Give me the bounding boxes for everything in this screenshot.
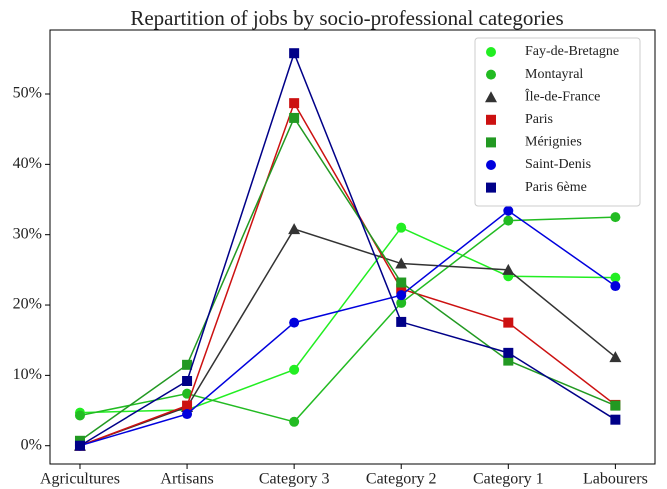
point [503, 215, 514, 226]
legend-marker [486, 182, 496, 193]
point [182, 388, 193, 399]
point [396, 297, 407, 308]
point [182, 359, 193, 370]
plot-frame [49, 29, 656, 465]
point [503, 347, 514, 358]
point [609, 351, 622, 363]
legend-label: Paris 6ème [525, 180, 587, 195]
point [396, 283, 407, 294]
point [503, 205, 514, 216]
point [182, 409, 193, 420]
legend-marker [486, 114, 496, 125]
point [74, 410, 85, 421]
point [503, 317, 514, 328]
point [395, 257, 408, 269]
legend-label: Paris [525, 112, 553, 127]
point [289, 98, 300, 109]
point [610, 212, 621, 223]
point [289, 48, 300, 59]
point [610, 272, 621, 283]
legend-label: Saint-Denis [525, 157, 591, 172]
series-line [79, 228, 616, 447]
chart-title: Repartition of jobs by socio-professiona… [130, 6, 563, 30]
y-tick-label: 30% [13, 225, 42, 242]
y-tick-label: 20% [13, 296, 42, 313]
legend-marker [486, 137, 496, 148]
series-line [79, 226, 616, 414]
legend-marker [486, 160, 496, 170]
legend-label: Mérignies [525, 135, 582, 150]
point [182, 375, 193, 386]
legend-marker [485, 91, 497, 103]
x-tick-label: Artisans [160, 471, 213, 488]
x-tick-label: Category 1 [473, 471, 544, 488]
legend-box [474, 37, 641, 207]
x-tick-label: Category 3 [259, 471, 330, 488]
y-tick-label: 50% [13, 85, 42, 102]
legend-marker [486, 69, 496, 80]
point [610, 281, 621, 292]
point [289, 112, 300, 123]
point [396, 277, 407, 288]
x-tick-label: Labourers [583, 471, 648, 488]
point [396, 290, 407, 301]
point [503, 355, 514, 366]
x-tick-label: Category 2 [366, 471, 437, 488]
legend-label: Fay-de-Bretagne [525, 44, 619, 59]
y-tick-label: 40% [13, 155, 42, 172]
point [396, 222, 407, 233]
y-tick-label: 10% [13, 366, 42, 383]
point [289, 364, 300, 375]
point [289, 416, 300, 427]
point [396, 316, 407, 327]
legend-label: Montayral [525, 67, 583, 82]
series-line [79, 51, 616, 447]
series-line [79, 116, 616, 442]
point [182, 400, 193, 411]
series-line [79, 216, 616, 423]
series-line [79, 209, 616, 447]
legend-label: Île-de-France [525, 87, 600, 104]
legend-marker [486, 47, 496, 57]
x-tick-label: Agricultures [40, 471, 120, 488]
point [502, 263, 515, 275]
point [610, 400, 621, 411]
point [74, 440, 85, 451]
y-tick-label: 0% [21, 436, 42, 453]
point [289, 317, 300, 328]
series-line [79, 101, 616, 447]
point [610, 414, 621, 425]
point [288, 223, 301, 235]
